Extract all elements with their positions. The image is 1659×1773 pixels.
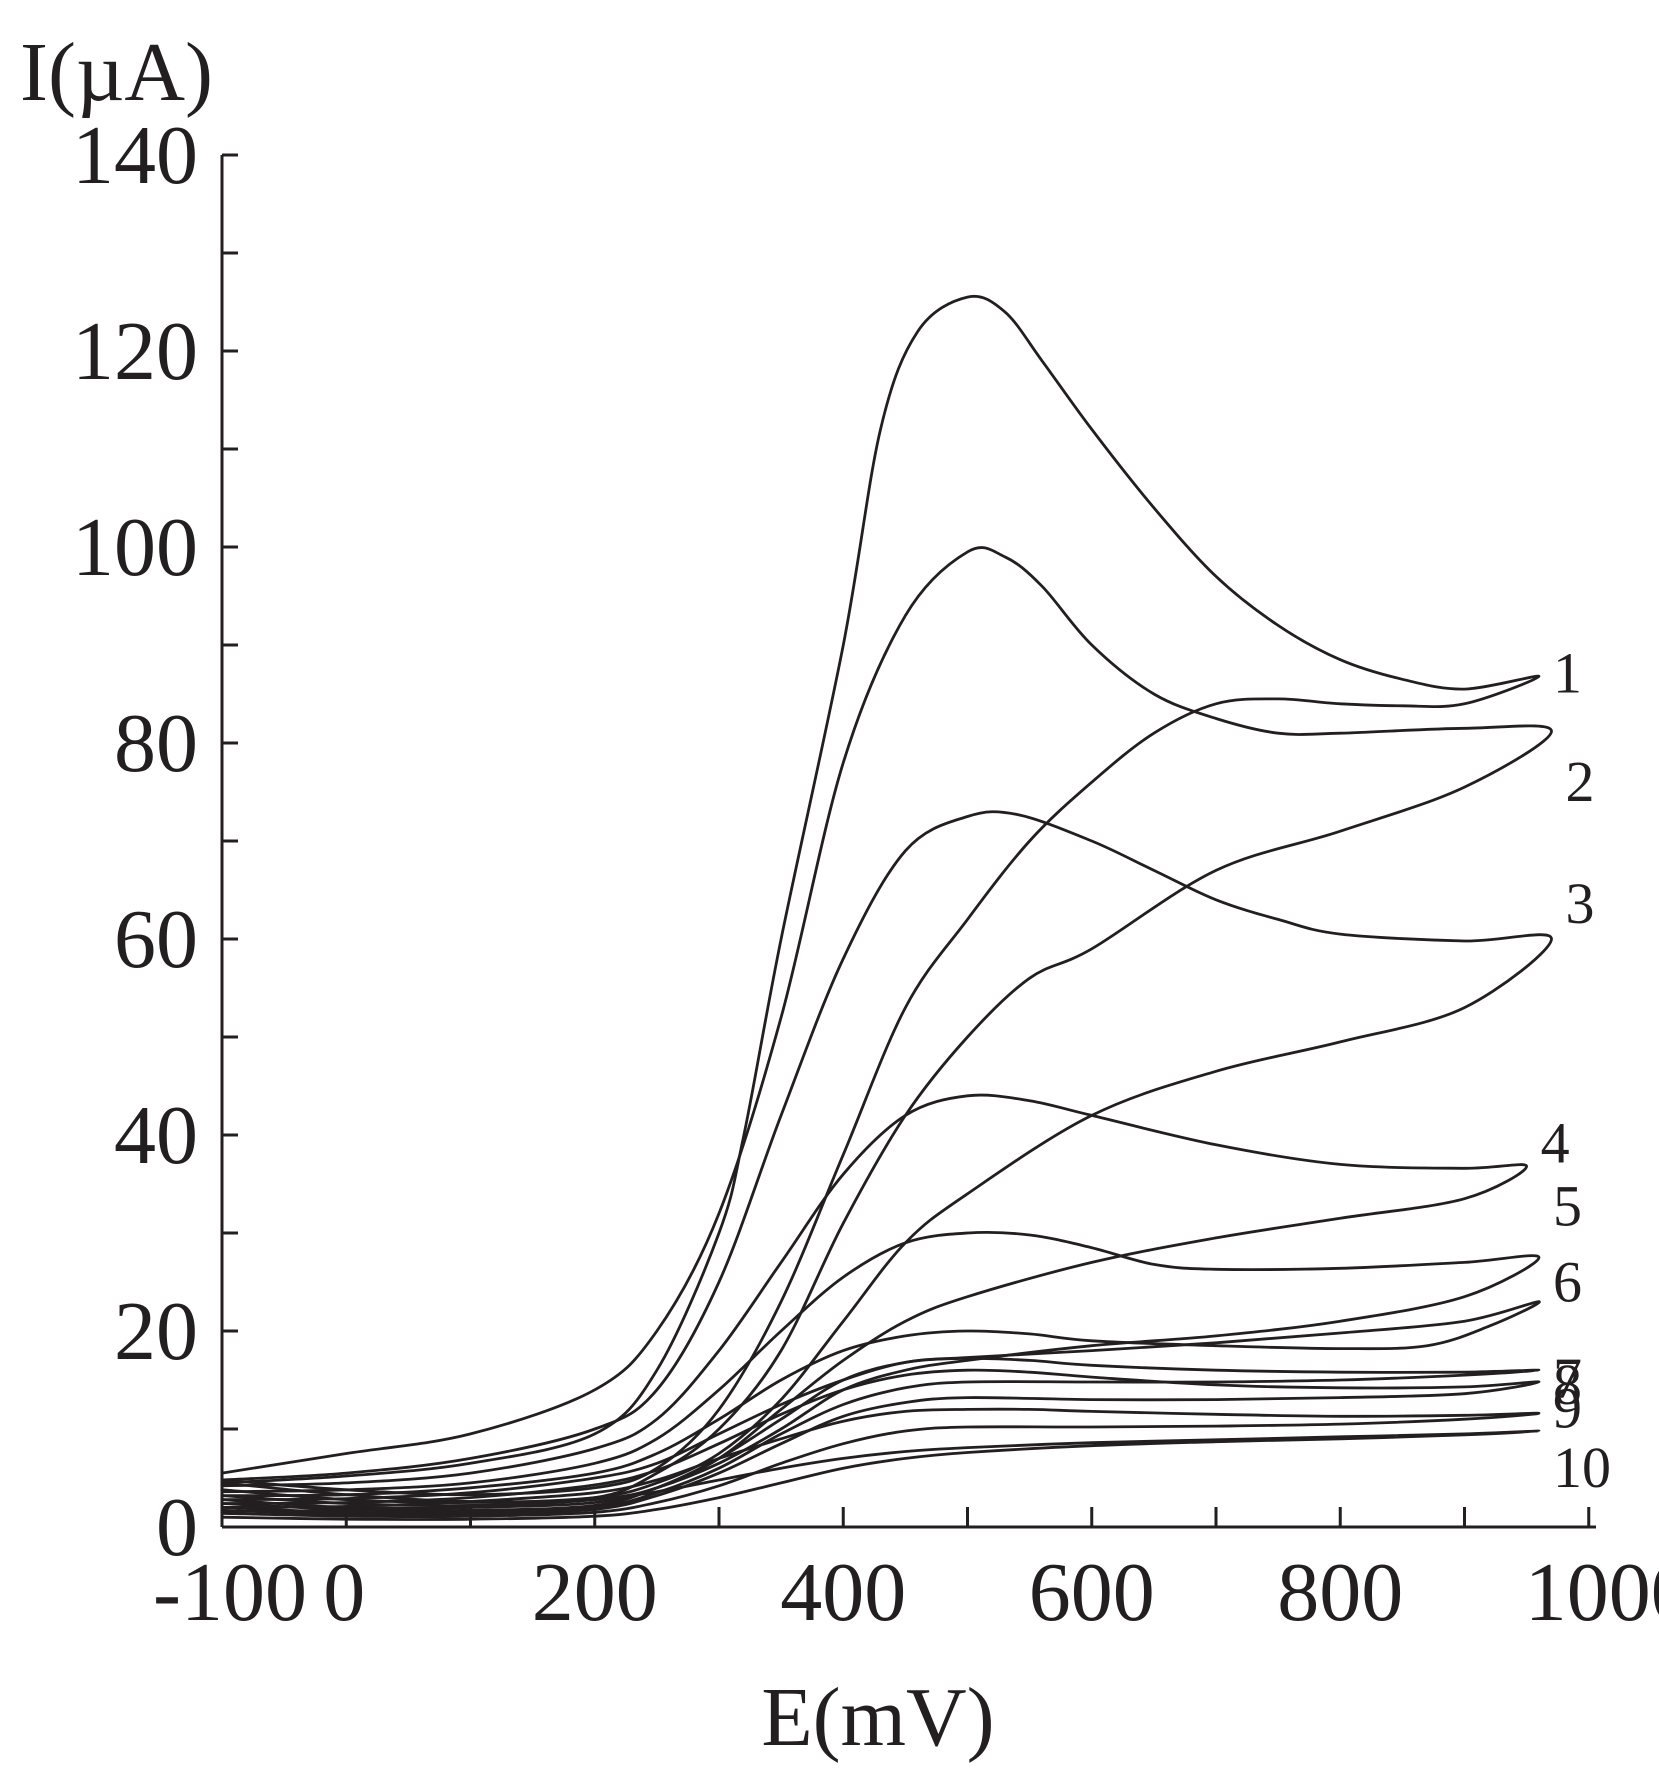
series-label-8: 8 bbox=[1553, 1352, 1582, 1417]
y-tick-label: 140 bbox=[72, 109, 198, 202]
series-label-6: 6 bbox=[1553, 1250, 1582, 1315]
series-label-2: 2 bbox=[1565, 749, 1594, 814]
series-10-curve bbox=[220, 1429, 1541, 1521]
y-ticks: 0 20 40 60 80 100 120 140 bbox=[72, 109, 238, 1574]
x-tick-label: 200 bbox=[532, 1546, 658, 1639]
series-label-7: 7 bbox=[1553, 1346, 1582, 1411]
x-tick-label: 600 bbox=[1029, 1546, 1155, 1639]
series-1-curve bbox=[220, 294, 1541, 1497]
y-axis-title: I(µA) bbox=[20, 26, 213, 119]
series-label-5: 5 bbox=[1553, 1174, 1582, 1239]
y-tick-label: 40 bbox=[114, 1089, 198, 1182]
y-tick-label: 20 bbox=[114, 1285, 198, 1378]
series-label-4: 4 bbox=[1541, 1110, 1570, 1175]
series-6-curve bbox=[220, 1300, 1541, 1513]
x-tick-label: 800 bbox=[1277, 1546, 1403, 1639]
x-axis-title: E(mV) bbox=[761, 1671, 994, 1764]
y-tick-label: 120 bbox=[72, 305, 198, 398]
x-tick-label: 400 bbox=[780, 1546, 906, 1639]
series-3-curve bbox=[220, 810, 1553, 1504]
x-tick-label: 0 bbox=[323, 1546, 365, 1639]
y-tick-label: 0 bbox=[156, 1481, 198, 1574]
series-label-1: 1 bbox=[1553, 640, 1582, 705]
series-2-curve bbox=[220, 546, 1553, 1504]
series-7-curve bbox=[220, 1356, 1541, 1515]
series-label-3: 3 bbox=[1565, 871, 1594, 936]
series-label-10: 10 bbox=[1553, 1435, 1611, 1500]
series-9-curve bbox=[220, 1407, 1541, 1519]
series-label-9: 9 bbox=[1553, 1375, 1582, 1440]
y-tick-label: 80 bbox=[114, 697, 198, 790]
y-tick-label: 60 bbox=[114, 893, 198, 986]
x-tick-label: -100 bbox=[153, 1546, 307, 1639]
curves bbox=[220, 294, 1553, 1521]
y-tick-label: 100 bbox=[72, 501, 198, 594]
axes bbox=[220, 155, 1596, 1529]
series-5-curve bbox=[220, 1231, 1541, 1510]
